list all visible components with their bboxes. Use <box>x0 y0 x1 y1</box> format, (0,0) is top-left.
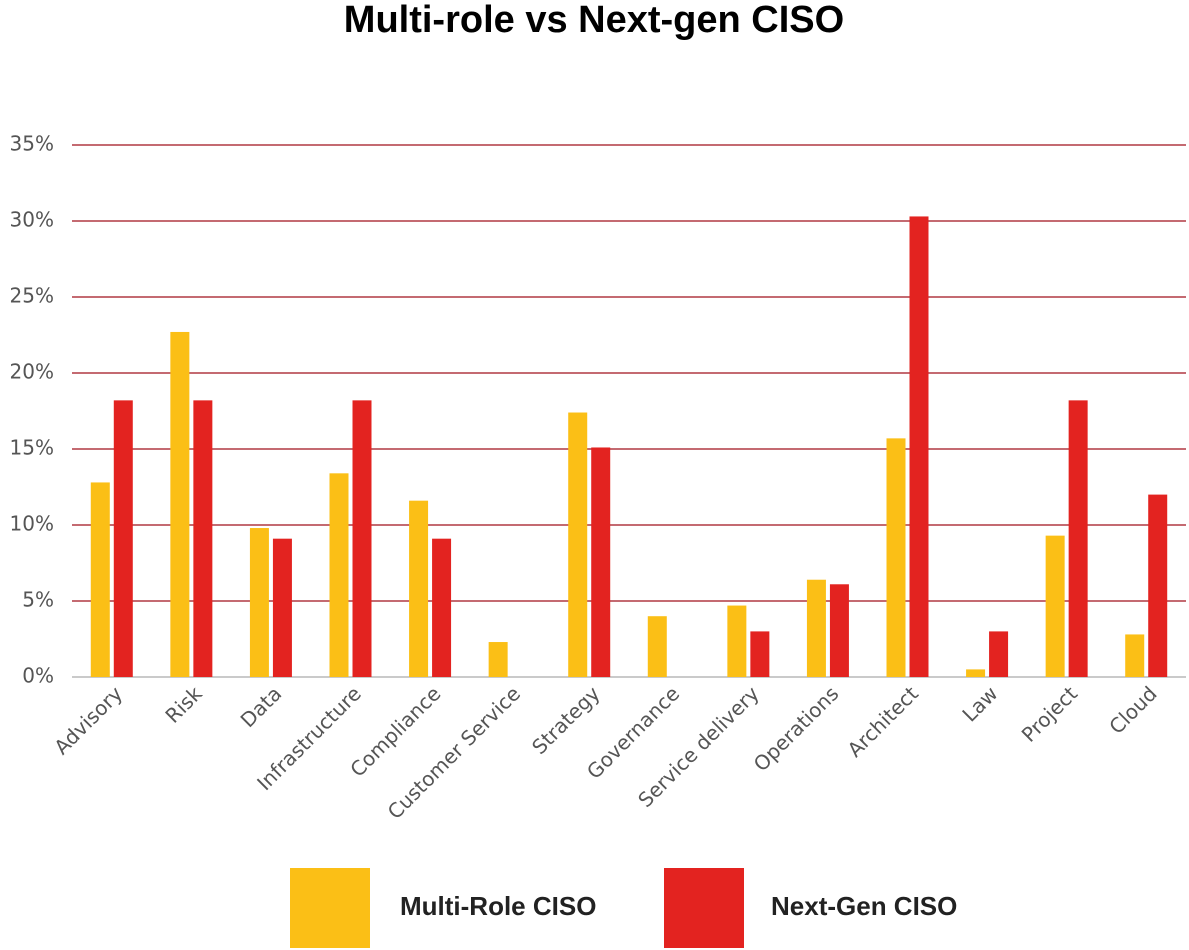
bar <box>727 605 747 677</box>
y-tick-label: 10% <box>10 512 54 536</box>
bar <box>591 447 611 677</box>
y-tick-label: 30% <box>10 208 54 232</box>
bar <box>352 400 372 677</box>
bar <box>1068 400 1088 677</box>
bar <box>1148 494 1168 677</box>
bar <box>432 538 452 677</box>
x-tick-label: Data <box>236 681 287 732</box>
y-tick-label: 20% <box>10 360 54 384</box>
bar <box>989 631 1009 677</box>
bar <box>409 500 429 677</box>
x-tick-label: Strategy <box>527 681 605 759</box>
bar <box>329 473 349 677</box>
bar <box>90 482 110 677</box>
bar <box>568 412 588 677</box>
bar <box>170 331 190 677</box>
legend-swatch <box>664 868 744 948</box>
bar <box>272 538 292 677</box>
bar <box>1045 535 1065 677</box>
x-tick-label: Risk <box>160 681 207 728</box>
bar <box>966 669 986 677</box>
x-tick-label: Customer Service <box>383 681 525 823</box>
legend-label: Multi-Role CISO <box>400 891 596 921</box>
bar <box>750 631 770 677</box>
bar <box>886 438 906 677</box>
x-tick-label: Cloud <box>1104 681 1161 738</box>
bar <box>647 616 667 677</box>
bar <box>1125 634 1145 677</box>
bar <box>249 528 269 677</box>
bar <box>193 400 213 677</box>
legend-swatch <box>290 868 370 948</box>
chart-title: Multi-role vs Next-gen CISO <box>344 0 844 41</box>
x-tick-label: Advisory <box>49 681 127 759</box>
x-tick-label: Operations <box>749 681 844 776</box>
y-tick-label: 35% <box>10 132 54 156</box>
y-tick-label: 0% <box>22 664 54 688</box>
y-tick-label: 25% <box>10 284 54 308</box>
x-tick-label: Project <box>1017 681 1082 746</box>
bar <box>806 579 826 677</box>
bar <box>488 642 508 677</box>
bar <box>909 216 929 677</box>
legend-label: Next-Gen CISO <box>771 891 957 921</box>
y-tick-label: 5% <box>22 588 54 612</box>
x-tick-label: Law <box>957 681 1002 726</box>
bar <box>829 584 849 677</box>
x-tick-label: Architect <box>843 681 923 761</box>
bar <box>113 400 133 677</box>
y-tick-label: 15% <box>10 436 54 460</box>
